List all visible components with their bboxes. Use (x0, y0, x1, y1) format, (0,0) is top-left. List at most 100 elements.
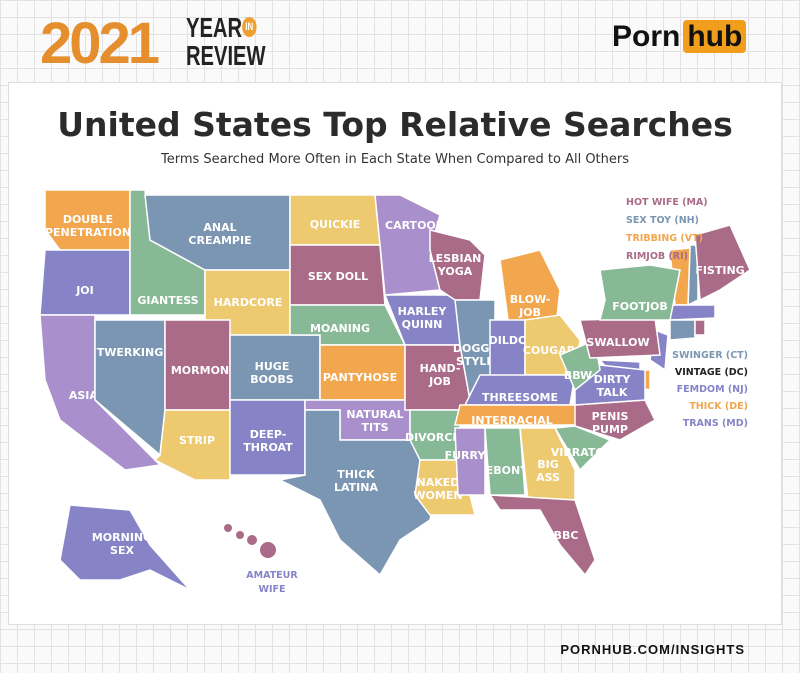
hawaii-label: AMATEUR (246, 570, 298, 581)
state-label: HUGE (255, 360, 290, 373)
state-label: THREESOME (482, 391, 558, 404)
state-bbc: BBC (488, 494, 596, 577)
state-label: DIVORCED (405, 431, 469, 444)
state-shape (39, 249, 131, 316)
state-label: BBC (554, 529, 579, 542)
state-label-line2: TITS (361, 421, 388, 434)
state-label: BIG (537, 458, 559, 471)
state-label: MOANING (310, 322, 370, 335)
state-label: MORNING (92, 531, 152, 544)
state-shape (599, 264, 681, 321)
state-sex-doll: SEX DOLL (289, 244, 386, 306)
state-label: FOOTJOB (612, 300, 668, 313)
state-label: LESBIAN (429, 252, 482, 265)
state-label: VIBRATOR (551, 446, 614, 459)
state-shape (454, 427, 486, 496)
state-label-line2: LATINA (334, 481, 378, 494)
island-shape (236, 531, 244, 539)
state-label: MORMON (171, 364, 229, 377)
pornhub-logo: Porn hub (612, 20, 747, 54)
state-giantess: GIANTESS (129, 189, 206, 316)
state-label-line2: YOGA (437, 265, 473, 278)
state-quickie: QUICKIE (289, 194, 381, 246)
state-label: HAND- (420, 362, 461, 375)
state-swallow: SWALLOW (579, 317, 661, 359)
island-shape (247, 535, 257, 545)
state-shape (519, 427, 576, 501)
state-label-line2: JOB (428, 375, 451, 388)
legend-item: VINTAGE (DC) (675, 367, 748, 378)
state-label: DOGGY (453, 342, 498, 355)
state-label: SWALLOW (586, 336, 649, 349)
state-label: CARTOON (385, 219, 445, 232)
state-label-line2: PENETRATION (45, 226, 131, 239)
year-in-review-logo: YEAR IN REVIEW (186, 12, 266, 71)
state-label: GIANTESS (137, 294, 198, 307)
state-label-line2: THROAT (243, 441, 293, 454)
state-label: QUICKIE (310, 218, 361, 231)
year-logo: 2021 (40, 11, 160, 76)
state-label: ANAL (203, 221, 236, 234)
island-shape (260, 542, 276, 558)
island-shape (224, 524, 232, 532)
state-label-line2: STYLE (456, 355, 494, 368)
page-title: United States Top Relative Searches (57, 105, 733, 144)
state-label: DILDO (489, 334, 528, 347)
hawaii-label: WIFE (259, 584, 286, 595)
state-label: TWERKING (97, 346, 163, 359)
state-label: BBW (564, 369, 592, 382)
state-hardcore: HARDCORE (204, 269, 291, 336)
state-label: PANTYHOSE (323, 371, 397, 384)
legend-item: SWINGER (CT) (672, 350, 748, 361)
state-strip: STRIP (153, 409, 231, 481)
state-shape (488, 494, 596, 577)
state-shape (59, 504, 191, 591)
legend-item: TRANS (MD) (683, 418, 748, 429)
legend-item: SEX TOY (NH) (626, 215, 699, 226)
state-label: DIRTY (594, 373, 632, 386)
state-label: HARLEY (398, 305, 448, 318)
state-label-line2: ASS (536, 471, 560, 484)
state-joi: JOI (39, 249, 131, 316)
legend-item: HOT WIFE (MA) (626, 197, 708, 208)
state-vibrator: VIBRATOR (551, 425, 614, 472)
legend-item: THICK (DE) (689, 401, 748, 412)
state-threesome: THREESOME (463, 374, 576, 406)
state-label-line2: QUINN (402, 318, 443, 331)
legend-item: TRIBBING (VT) (626, 233, 703, 244)
small-state-region (669, 319, 696, 341)
state-label-line2: JOB (518, 306, 541, 319)
state-label-line2: CREAMPIE (188, 234, 251, 247)
state-label: THICK (337, 468, 375, 481)
state-divorced: DIVORCED (405, 409, 469, 461)
state-label: DOUBLE (63, 213, 113, 226)
state-label: DEEP- (250, 428, 287, 441)
state-label: NATURAL (346, 408, 403, 421)
state-label-line2: WOMEN (413, 489, 462, 502)
state-label-line2: PUMP (592, 423, 628, 436)
state-hawaii: AMATEUR WIFE (224, 524, 298, 595)
state-cartoon: CARTOON (374, 194, 445, 296)
state-label-line2: SEX (110, 544, 134, 557)
state-footjob: FOOTJOB (599, 264, 681, 321)
page-subtitle: Terms Searched More Often in Each State … (160, 152, 630, 167)
state-label: STRIP (179, 434, 215, 447)
state-ebony: EBONY (484, 427, 529, 496)
state-label-line2: BOOBS (250, 373, 293, 386)
state-dildo: DILDO (489, 319, 528, 386)
small-state-region (669, 304, 716, 321)
small-state-region (694, 319, 706, 336)
state-label: JOI (75, 284, 94, 297)
state-shape (694, 224, 751, 302)
state-label: FURRY (445, 449, 487, 462)
state-fisting: FISTING (694, 224, 751, 302)
